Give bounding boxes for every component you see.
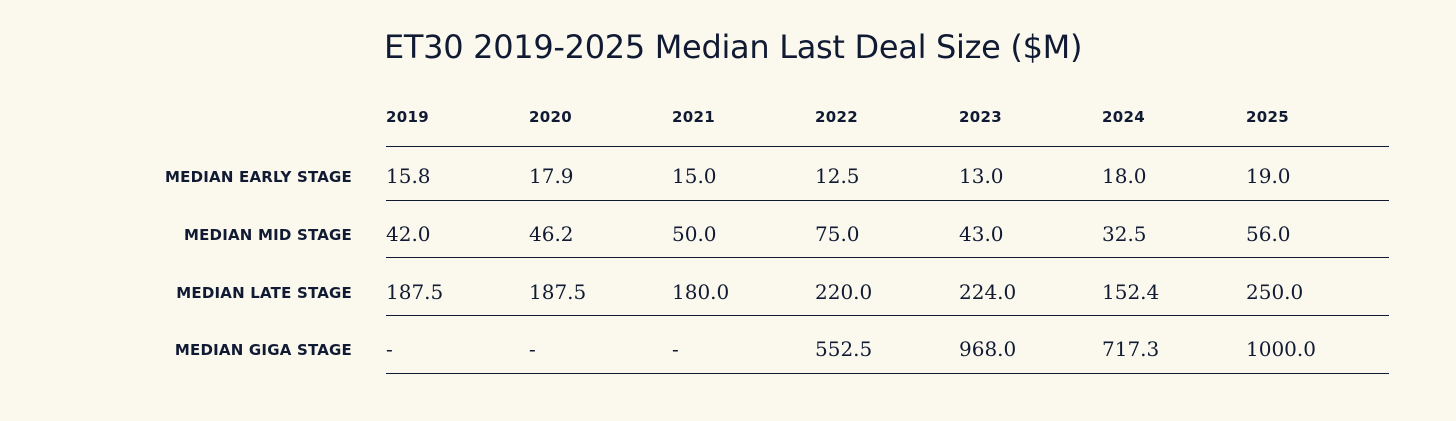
table-cell: 50.0 — [672, 222, 717, 246]
column-header-2021: 2021 — [672, 108, 715, 126]
table-cell: 187.5 — [386, 280, 444, 304]
table-cell: 42.0 — [386, 222, 431, 246]
table-cell: 56.0 — [1246, 222, 1291, 246]
table-cell: 17.9 — [529, 164, 574, 188]
table-cell: 552.5 — [815, 337, 873, 361]
table-cell: - — [386, 337, 393, 361]
table-cell: 13.0 — [959, 164, 1004, 188]
column-header-2024: 2024 — [1102, 108, 1145, 126]
column-header-2025: 2025 — [1246, 108, 1289, 126]
column-header-2023: 2023 — [959, 108, 1002, 126]
table-cell: 187.5 — [529, 280, 587, 304]
row-divider — [386, 146, 1389, 147]
table-cell: 46.2 — [529, 222, 574, 246]
table-cell: - — [529, 337, 536, 361]
row-divider — [386, 257, 1389, 258]
table-cell: 224.0 — [959, 280, 1017, 304]
table-cell: 32.5 — [1102, 222, 1147, 246]
row-label: MEDIAN LATE STAGE — [176, 284, 352, 302]
row-divider — [386, 315, 1389, 316]
column-header-2019: 2019 — [386, 108, 429, 126]
row-label: MEDIAN MID STAGE — [183, 226, 352, 244]
row-divider — [386, 200, 1389, 201]
row-label: MEDIAN GIGA STAGE — [174, 341, 352, 359]
table-cell: 43.0 — [959, 222, 1004, 246]
table-cell: 15.0 — [672, 164, 717, 188]
row-label: MEDIAN EARLY STAGE — [165, 168, 352, 186]
table-cell: 1000.0 — [1246, 337, 1316, 361]
table-cell: 180.0 — [672, 280, 730, 304]
table-cell: 152.4 — [1102, 280, 1160, 304]
column-header-2022: 2022 — [815, 108, 858, 126]
table-cell: 250.0 — [1246, 280, 1304, 304]
table-cell: 12.5 — [815, 164, 860, 188]
table-cell: 717.3 — [1102, 337, 1160, 361]
table-cell: 968.0 — [959, 337, 1017, 361]
table-cell: 15.8 — [386, 164, 431, 188]
table-cell: 220.0 — [815, 280, 873, 304]
table-cell: - — [672, 337, 679, 361]
row-divider — [386, 373, 1389, 374]
table-cell: 19.0 — [1246, 164, 1291, 188]
chart-title: ET30 2019-2025 Median Last Deal Size ($M… — [384, 28, 1083, 66]
table-cell: 75.0 — [815, 222, 860, 246]
table-cell: 18.0 — [1102, 164, 1147, 188]
column-header-2020: 2020 — [529, 108, 572, 126]
